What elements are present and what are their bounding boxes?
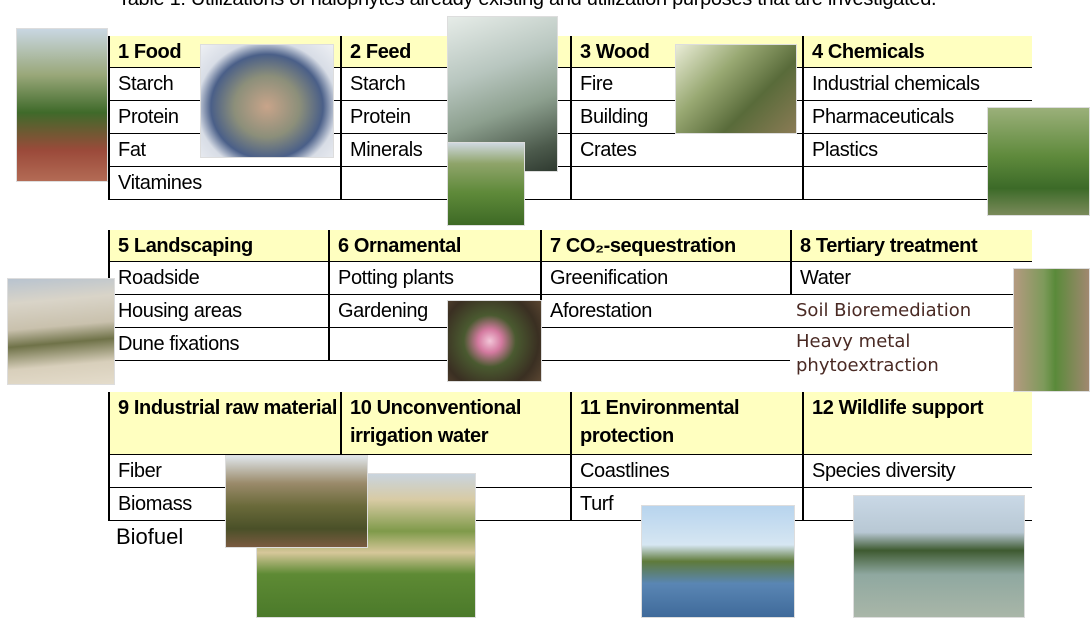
table-cell: Housing areas	[108, 295, 328, 328]
table-cell: Pharmaceuticals	[802, 101, 1032, 134]
header-cell: 4 Chemicals	[802, 36, 1032, 68]
photo	[7, 278, 115, 385]
table-cell: Biofuel	[116, 524, 184, 549]
empty-cell	[328, 328, 540, 361]
title: Table 1: Utilizations of halophytes alre…	[118, 0, 1018, 10]
table-cell: Industrial chemicals	[802, 68, 1032, 101]
table-cell: Fiber	[108, 455, 340, 488]
table-cell: Roadside	[108, 262, 328, 295]
table-cell: Water	[790, 262, 1032, 295]
empty-cell	[570, 167, 802, 200]
photo	[447, 300, 542, 382]
table-cell: Heavy metal phytoextraction	[796, 331, 939, 376]
header-cell: 5 Landscaping	[108, 230, 328, 262]
header-cell: 9 Industrial raw material	[108, 392, 340, 455]
table-cell: Species diversity	[802, 455, 1032, 488]
photo	[675, 44, 797, 134]
table-cell: Potting plants	[328, 262, 540, 295]
photo	[447, 142, 525, 226]
photo	[987, 107, 1090, 216]
table-cell: Greenification	[540, 262, 790, 295]
table-cell: Vitamines	[108, 167, 340, 200]
header-cell: 7 CO₂-sequestration	[540, 230, 790, 262]
table-cell: Fat	[108, 134, 340, 167]
header-cell: 6 Ornamental	[328, 230, 540, 262]
photo	[225, 455, 368, 548]
photo	[853, 495, 1025, 618]
header-cell: 10 Unconventional irrigation water	[340, 392, 570, 455]
empty-cell	[802, 167, 1032, 200]
table-cell: Gardening	[328, 295, 540, 328]
empty-cell	[540, 328, 790, 361]
photo	[16, 28, 108, 182]
header-cell: 11 Environmental protection	[570, 392, 802, 455]
table-cell: Soil Bioremediation	[790, 295, 1032, 328]
header-cell: 8 Tertiary treatment	[790, 230, 1032, 262]
table-cell: Aforestation	[540, 295, 790, 328]
table-cell: Coastlines	[570, 455, 802, 488]
table-cell: Biomass	[108, 488, 340, 521]
photo	[1013, 268, 1090, 392]
photo	[641, 505, 795, 618]
table-cell: Plastics	[802, 134, 1032, 167]
photo	[200, 44, 334, 158]
table-cell: Crates	[570, 134, 802, 167]
table-cell: Dune fixations	[108, 328, 328, 361]
header-cell: 12 Wildlife support	[802, 392, 1032, 455]
